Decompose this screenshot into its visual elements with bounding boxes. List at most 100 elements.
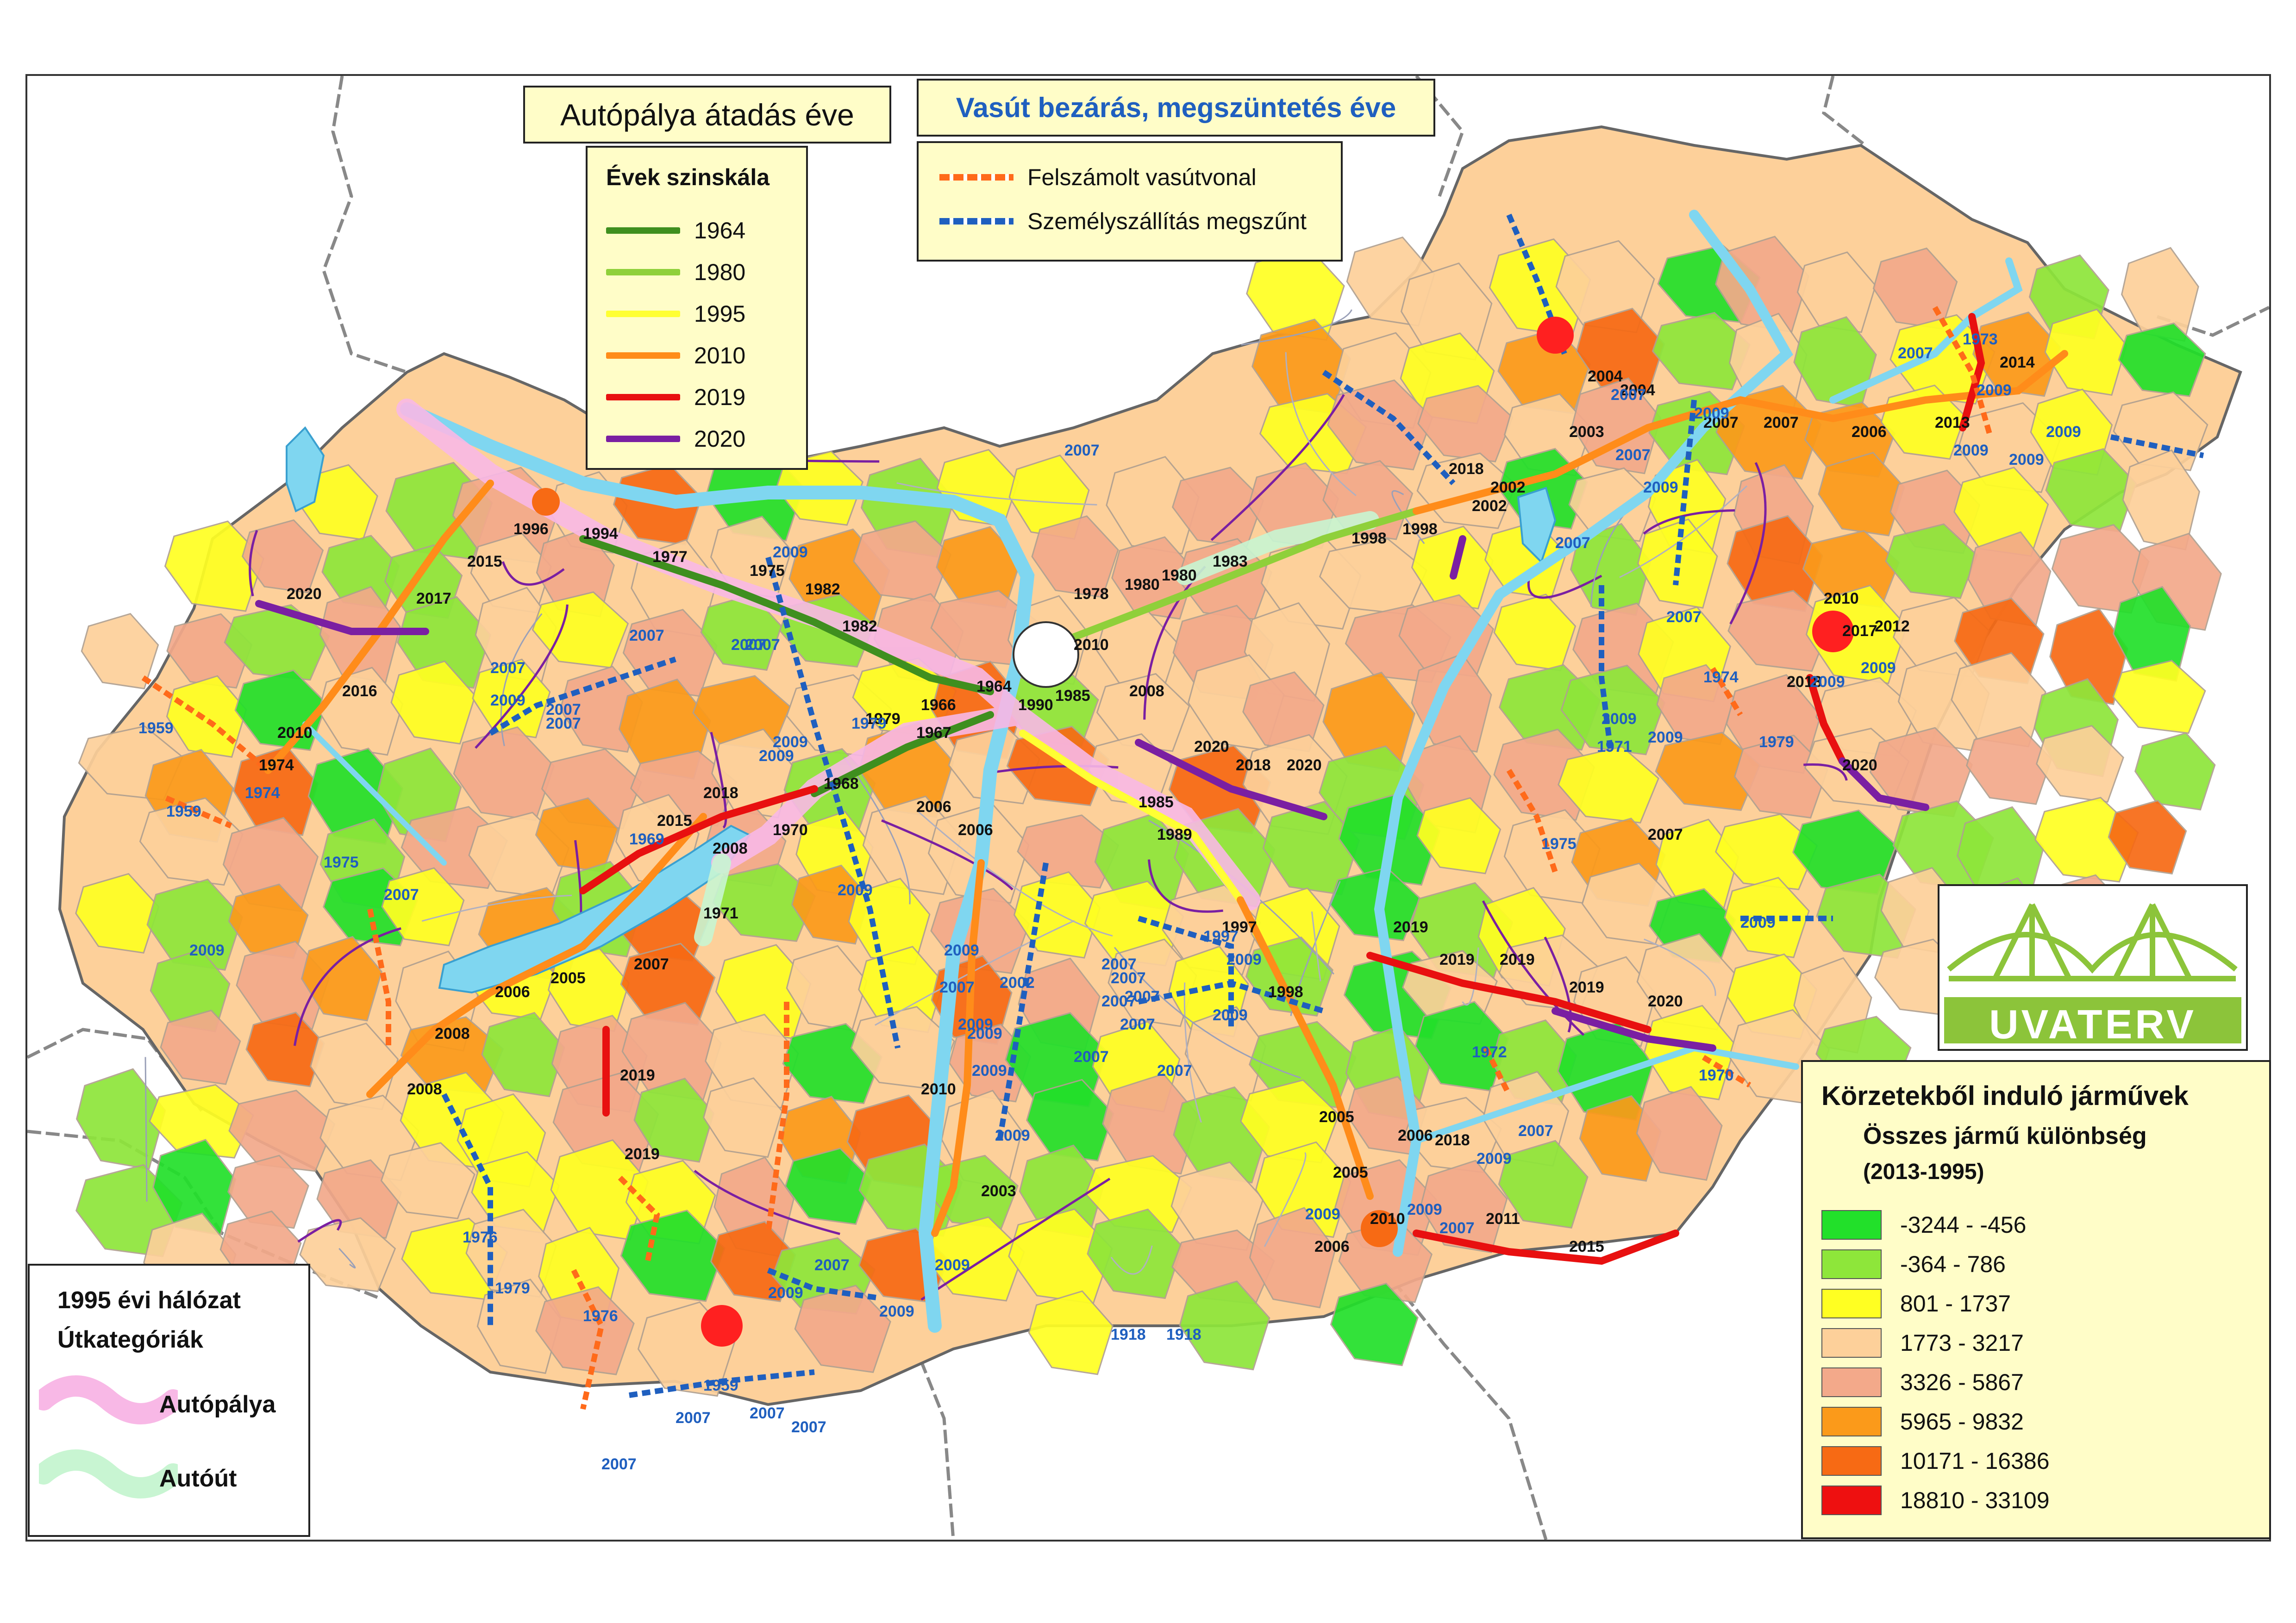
- road-line: [1114, 947, 1301, 1079]
- motorway-year-label: 1985: [1139, 793, 1174, 811]
- rail-year-label: 2007: [1666, 608, 1702, 626]
- rail-year-label: 2007: [1101, 993, 1137, 1010]
- motorway-band-icon: [39, 1375, 178, 1424]
- motorway-year-label: 2006: [1314, 1238, 1350, 1255]
- road-line: [1803, 763, 1848, 781]
- district-patch: [1096, 673, 1190, 752]
- year-color-swatch: [606, 311, 680, 317]
- motorway-year-label: 1982: [842, 618, 877, 635]
- vehicle-class-item: 3326 - 5867: [1821, 1367, 2024, 1397]
- rail-year-label: 2007: [1125, 988, 1160, 1005]
- lake-ferto: [286, 426, 325, 512]
- road-line: [916, 810, 1113, 937]
- motorway-year-label: 1994: [583, 525, 618, 543]
- motorway-year-label: 2010: [277, 724, 313, 742]
- rail-year-label: 2009: [995, 1127, 1030, 1144]
- motorway-year-label: 2018: [703, 784, 738, 802]
- motorway-year-label: 1979: [865, 710, 901, 728]
- year-legend-item: 2010: [606, 342, 745, 369]
- motorway-year-label: 2006: [916, 798, 951, 816]
- rail-legend-item: Személyszállítás megszűnt: [939, 208, 1307, 235]
- vehicle-legend-period: (2013-1995): [1863, 1160, 1984, 1184]
- motorway-year-label: 1996: [513, 520, 549, 538]
- rail-label: Személyszállítás megszűnt: [1027, 208, 1307, 234]
- rail-year-label: 2009: [2009, 451, 2044, 468]
- district-patch: [620, 1210, 726, 1302]
- motorway-year-label: 2020: [287, 585, 322, 603]
- motorway-year-label: 1982: [805, 581, 840, 598]
- motorway-year-label: 2015: [467, 553, 502, 570]
- rail-year-label: 2009: [944, 942, 979, 959]
- rail-line-swatch: [939, 218, 1013, 225]
- road-line: [1264, 1152, 1307, 1247]
- district-patch: [380, 1142, 475, 1219]
- motorway-year-label: 2017: [1842, 622, 1877, 640]
- motorway-year-label: 2019: [1439, 951, 1475, 968]
- district-patch: [1416, 797, 1501, 874]
- district-patch: [1576, 307, 1665, 395]
- motorway-year-label: 2011: [1486, 1210, 1520, 1228]
- district-patch: [1031, 515, 1119, 598]
- rail-year-label: 2007: [601, 1455, 637, 1473]
- district-patch: [242, 519, 324, 593]
- district-patch: [1818, 452, 1905, 537]
- rail-year-label: 1959: [166, 803, 201, 820]
- class-range-label: 10171 - 16386: [1900, 1448, 2050, 1474]
- class-color-swatch: [1821, 1328, 1882, 1358]
- district-patch: [299, 1217, 396, 1292]
- motorway-year-label: 2004: [1620, 381, 1655, 399]
- district-patch: [164, 520, 264, 612]
- district-patch: [245, 1011, 325, 1087]
- district-patch: [2044, 308, 2127, 396]
- road-line: [338, 1248, 356, 1269]
- rail-year-label: 2009: [1740, 914, 1776, 931]
- road-line: [710, 732, 727, 829]
- rail-year-label: 2007: [676, 1409, 711, 1427]
- rail-year-label: 1918: [1166, 1326, 1201, 1343]
- year-labels: 1964 1977 1975 1982 1982 1996 1994 2015 2017 2020…: [138, 331, 2081, 1473]
- motorway-year-label: 2018: [1449, 460, 1484, 478]
- motorway-year-label: 1998: [1402, 520, 1438, 538]
- vehicle-legend-subheading: Összes jármű különbség: [1863, 1123, 2147, 1149]
- rail-year-label: 2009: [1861, 659, 1896, 677]
- expressway-corridors-1995: [694, 511, 1379, 946]
- road-line: [500, 613, 543, 746]
- motorway-year-label: 2006: [1398, 1127, 1433, 1144]
- hungary-map[interactable]: 1964 1977 1975 1982 1982 1996 1994 2015 2017 2020…: [27, 76, 2269, 1540]
- rail-year-label: 2009: [1694, 405, 1729, 422]
- district-patch: [1568, 467, 1656, 542]
- rail-year-label: 2007: [384, 886, 419, 904]
- district-patch: [2034, 797, 2139, 883]
- district-patch: [1796, 251, 1877, 333]
- motorway-year-label: 1966: [921, 696, 956, 714]
- district-patch: [2108, 799, 2187, 875]
- pecs: [701, 1305, 743, 1347]
- road-line: [1143, 565, 1206, 720]
- district-patch: [1327, 379, 1433, 471]
- district-patch: [1727, 590, 1832, 672]
- district-patch: [1966, 726, 2052, 805]
- district-patch: [228, 1089, 336, 1172]
- year-legend-heading: Évek szinskála: [606, 164, 770, 190]
- road-line: [920, 1178, 1111, 1301]
- road-line: [1729, 462, 1767, 624]
- district-patch: [1889, 314, 1996, 405]
- rail-year-label: 2007: [1439, 1219, 1475, 1237]
- district-patch: [397, 596, 491, 689]
- rail-year-label: 2009: [1305, 1205, 1340, 1223]
- rail-year-label: 1918: [1111, 1326, 1146, 1343]
- rail-year-label: 2009: [838, 881, 873, 899]
- rail-year-label: 1979: [495, 1280, 530, 1297]
- year-legend-item: 1995: [606, 300, 745, 327]
- rail-year-label: 1969: [629, 830, 664, 848]
- road-line: [881, 819, 1013, 891]
- road-line: [1183, 982, 1202, 1123]
- motorway-year-label: 2020: [1194, 738, 1229, 755]
- rail-year-label: 2007: [939, 979, 975, 996]
- rail-year-label: 1975: [1541, 835, 1577, 853]
- district-patch: [1107, 938, 1197, 1027]
- motorway-year-label: 2015: [1569, 1238, 1604, 1255]
- motorway-year-label: 1971: [703, 905, 738, 922]
- motorway-year-label: 2019: [1569, 979, 1604, 996]
- rail-legend: Felszámolt vasútvonal Személyszállítás me…: [917, 141, 1343, 262]
